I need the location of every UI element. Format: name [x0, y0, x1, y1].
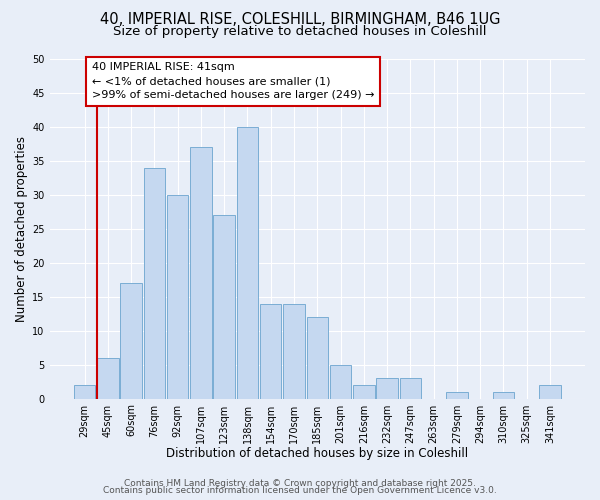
Bar [97, 358, 119, 399]
Bar [307, 317, 328, 398]
Bar [121, 283, 142, 399]
Bar [260, 304, 281, 398]
Bar [446, 392, 467, 398]
Bar [539, 385, 560, 398]
Bar [376, 378, 398, 398]
Bar [214, 215, 235, 398]
Text: 40 IMPERIAL RISE: 41sqm
← <1% of detached houses are smaller (1)
>99% of semi-de: 40 IMPERIAL RISE: 41sqm ← <1% of detache… [92, 62, 374, 100]
Bar [74, 385, 95, 398]
Text: Size of property relative to detached houses in Coleshill: Size of property relative to detached ho… [113, 25, 487, 38]
Y-axis label: Number of detached properties: Number of detached properties [15, 136, 28, 322]
Bar [493, 392, 514, 398]
Bar [143, 168, 165, 398]
X-axis label: Distribution of detached houses by size in Coleshill: Distribution of detached houses by size … [166, 447, 469, 460]
Bar [330, 364, 351, 398]
Bar [353, 385, 374, 398]
Bar [167, 195, 188, 398]
Text: 40, IMPERIAL RISE, COLESHILL, BIRMINGHAM, B46 1UG: 40, IMPERIAL RISE, COLESHILL, BIRMINGHAM… [100, 12, 500, 28]
Text: Contains HM Land Registry data © Crown copyright and database right 2025.: Contains HM Land Registry data © Crown c… [124, 478, 476, 488]
Bar [400, 378, 421, 398]
Text: Contains public sector information licensed under the Open Government Licence v3: Contains public sector information licen… [103, 486, 497, 495]
Bar [237, 127, 258, 398]
Bar [190, 148, 212, 398]
Bar [283, 304, 305, 398]
